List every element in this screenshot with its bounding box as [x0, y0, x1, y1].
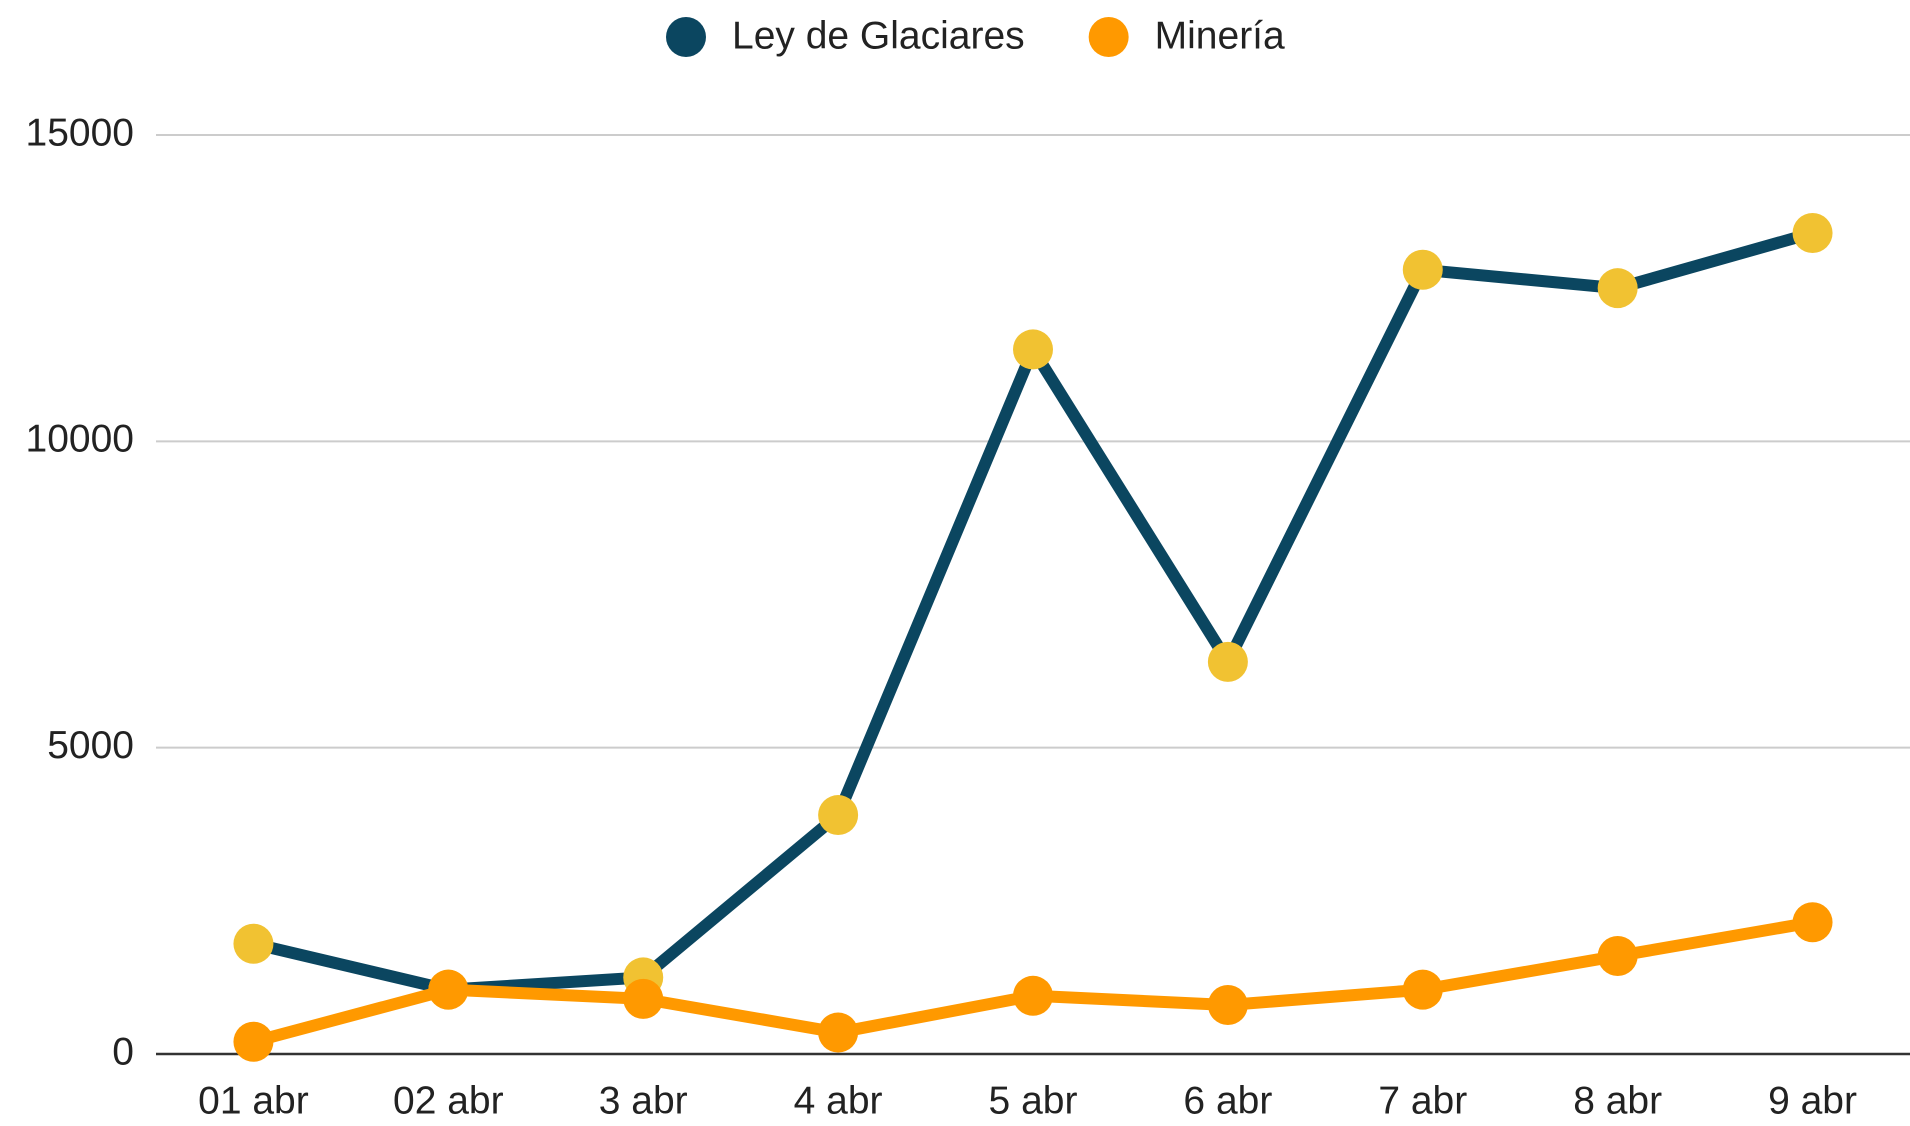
point [1013, 329, 1053, 370]
point [818, 1012, 859, 1053]
x-tick-label: 3 abr [599, 1079, 688, 1122]
legend-marker [1088, 17, 1129, 57]
x-tick-label: 9 abr [1768, 1079, 1857, 1122]
legend-label: Minería [1155, 14, 1285, 57]
y-tick-label: 0 [112, 1030, 134, 1073]
point [233, 923, 274, 964]
x-tick-label: 7 abr [1378, 1079, 1467, 1122]
x-tick-label: 6 abr [1183, 1079, 1272, 1122]
point [1207, 641, 1248, 682]
point [1597, 935, 1638, 976]
x-tick-label: 4 abr [794, 1079, 883, 1122]
y-tick-label: 5000 [47, 724, 134, 767]
point [818, 795, 859, 836]
point [1207, 984, 1248, 1025]
point [1792, 213, 1833, 254]
point [1402, 969, 1443, 1010]
point [233, 1021, 274, 1062]
x-tick-label: 01 abr [198, 1079, 309, 1122]
y-tick-label: 15000 [26, 111, 134, 154]
legend-marker [666, 17, 706, 57]
point [623, 978, 664, 1019]
x-tick-label: 5 abr [989, 1079, 1078, 1122]
point [1597, 268, 1638, 309]
series [233, 902, 1833, 1062]
point [1402, 249, 1443, 290]
x-tick-label: 02 abr [393, 1079, 504, 1122]
series [233, 213, 1833, 1010]
point [1792, 902, 1833, 943]
point [1013, 975, 1053, 1016]
x-tick-label: 8 abr [1573, 1079, 1662, 1122]
legend-label: Ley de Glaciares [732, 14, 1025, 57]
y-tick-label: 10000 [26, 418, 134, 461]
point [428, 969, 469, 1010]
